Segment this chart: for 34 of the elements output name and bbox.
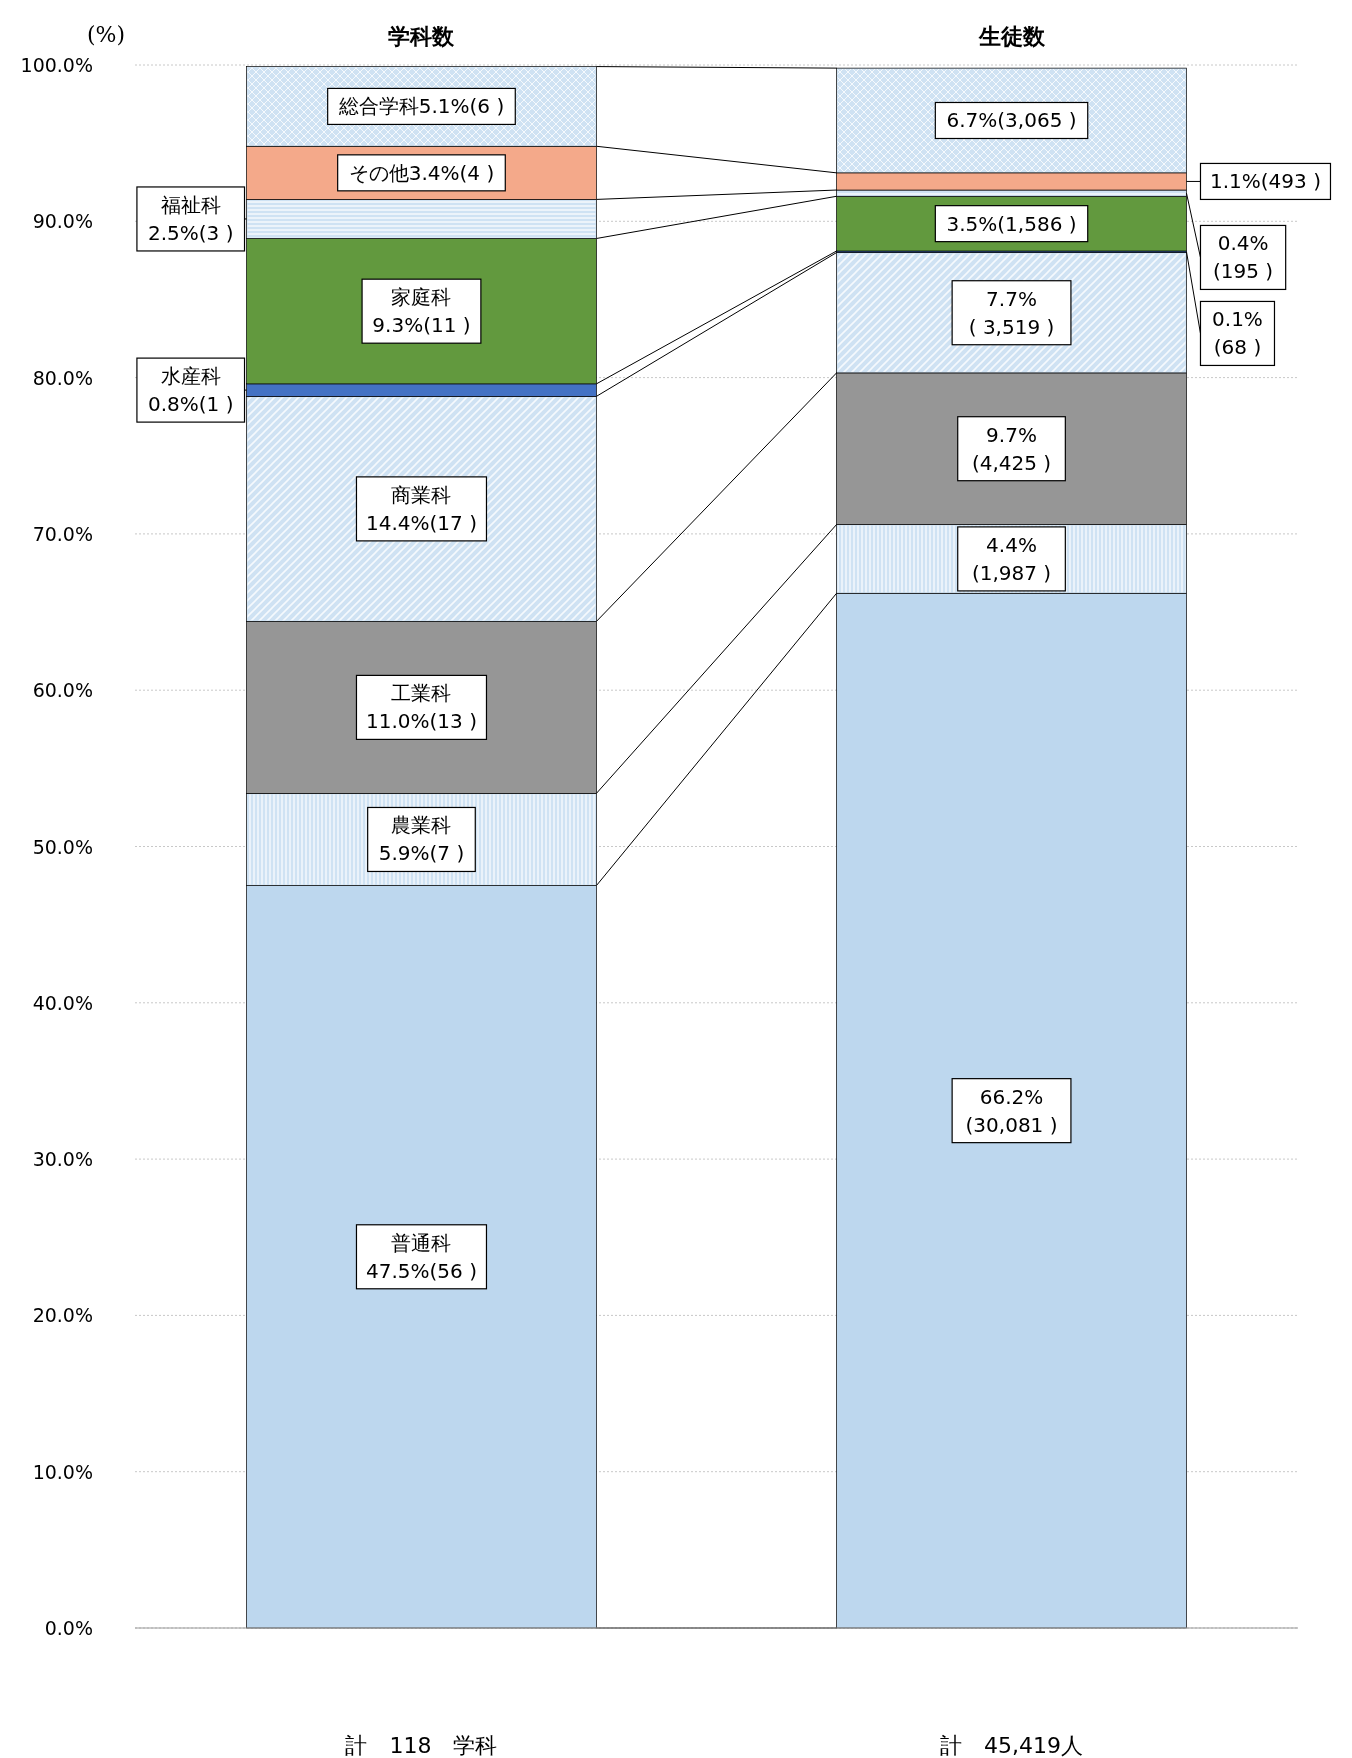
text: 計 45,419人 — [940, 1733, 1084, 1758]
y-tick-label: 70.0% — [32, 522, 93, 545]
text: 計 118 学科 — [345, 1733, 498, 1758]
x-tick-label: 学科数 — [388, 24, 456, 49]
x-tick-label: 生徒数 — [977, 24, 1046, 49]
data-label: 総合学科5.1%(6 ) — [337, 94, 505, 119]
data-label: 9.7% (4,425 ) — [971, 422, 1052, 475]
data-label: 66.2% (30,081 ) — [965, 1084, 1058, 1137]
data-label: 6.7%(3,065 ) — [946, 108, 1077, 133]
data-label: その他3.4%(4 ) — [348, 160, 495, 185]
data-label: 工業科 11.0%(13 ) — [366, 681, 477, 734]
y-tick-label: 50.0% — [32, 835, 93, 858]
y-tick-label: 0.0% — [44, 1617, 93, 1639]
data-label: 水産科 0.8%(1 ) — [147, 364, 234, 417]
y-tick-label: 40.0% — [32, 991, 93, 1014]
y-tick-label: 80.0% — [32, 366, 93, 389]
data-label: 7.7% ( 3,519 ) — [968, 286, 1055, 339]
data-label: 0.1% (68 ) — [1212, 307, 1263, 360]
data-label: 福祉科 2.5%(3 ) — [147, 192, 234, 245]
y-tick-label: 20.0% — [32, 1304, 93, 1327]
y-tick-label: 100.0% — [20, 54, 93, 76]
data-label: 普通科 47.5%(56 ) — [366, 1230, 477, 1283]
data-label: 0.4% (195 ) — [1213, 231, 1274, 284]
y-tick-label: 30.0% — [32, 1148, 93, 1171]
y-tick-label: 10.0% — [32, 1460, 93, 1483]
y-tick-label: 90.0% — [32, 210, 93, 233]
data-label: 家庭科 9.3%(11 ) — [372, 285, 471, 338]
y-tick-label: 60.0% — [32, 679, 93, 702]
data-label: 農業科 5.9%(7 ) — [378, 813, 465, 866]
data-label: 4.4% (1,987 ) — [971, 532, 1052, 585]
y-axis-title: (%) — [86, 22, 126, 47]
data-label: 3.5%(1,586 ) — [946, 211, 1077, 236]
data-label: 商業科 14.4%(17 ) — [366, 482, 477, 535]
data-label: 1.1%(493 ) — [1210, 169, 1321, 194]
